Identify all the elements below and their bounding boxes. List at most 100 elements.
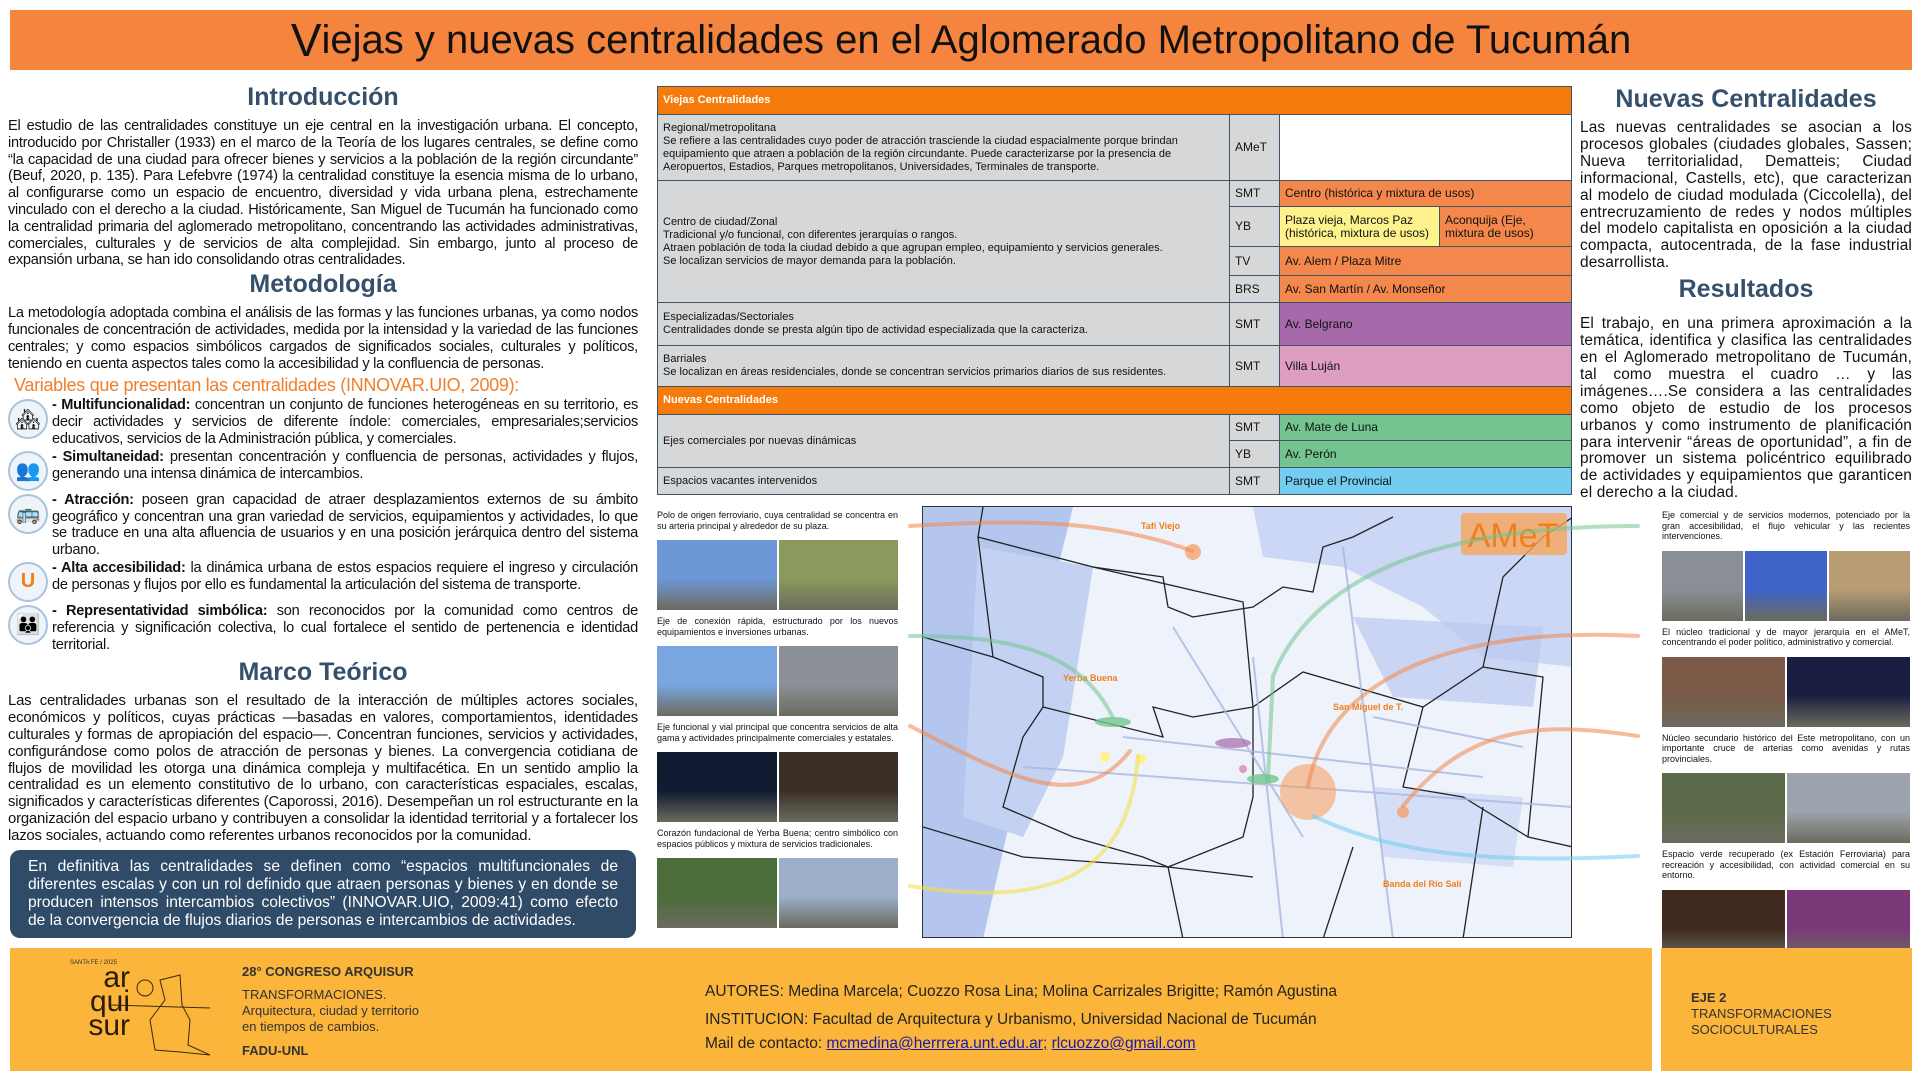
value-cell: Plaza vieja, Marcos Paz (histórica, mixt… bbox=[1279, 206, 1440, 247]
left-photo-column: Polo de origen ferroviario, cuya central… bbox=[657, 510, 898, 928]
right-photo-column: Eje comercial y de servicios modernos, p… bbox=[1662, 510, 1910, 960]
photo bbox=[778, 752, 898, 822]
code-cell: BRS bbox=[1229, 275, 1280, 303]
arrow-yb-eje bbox=[908, 634, 1114, 718]
photo-caption: El núcleo tradicional y de mayor jerarqu… bbox=[1662, 626, 1910, 648]
intro-text: El estudio de las centralidades constitu… bbox=[8, 118, 638, 269]
code-cell: SMT bbox=[1229, 345, 1280, 387]
photo bbox=[1828, 550, 1910, 621]
code-cell: YB bbox=[1229, 206, 1280, 247]
variable-label: - Multifuncionalidad: bbox=[52, 397, 191, 414]
marco-text: Las centralidades urbanas son el resulta… bbox=[8, 693, 638, 844]
value-cell: Av. San Martín / Av. Monseñor bbox=[1279, 275, 1572, 303]
value-cell: Villa Luján bbox=[1279, 345, 1572, 387]
variables-title: Variables que presentan las centralidade… bbox=[14, 375, 519, 396]
metodologia-text: La metodología adoptada combina el análi… bbox=[8, 305, 638, 372]
especializadas-desc: Especializadas/Sectoriales Centralidades … bbox=[657, 302, 1230, 346]
congreso-title: 28° CONGRESO ARQUISUR bbox=[242, 964, 414, 979]
map-canvas: AMeT Tafí Viejo Yerba Buena San Miguel d… bbox=[923, 507, 1571, 937]
photo-strip bbox=[1662, 889, 1910, 960]
org-name: FADU-UNL bbox=[242, 1043, 309, 1058]
variable-text: poseen gran capacidad de atraer desplaza… bbox=[52, 491, 639, 559]
label-yerba-buena: Yerba Buena bbox=[1063, 673, 1119, 683]
left-column: Introducción El estudio de las centralid… bbox=[8, 82, 638, 845]
photo bbox=[1662, 656, 1785, 727]
resultados-text: El trabajo, en una primera aproximación … bbox=[1580, 315, 1912, 502]
arrow-yb-plaza bbox=[908, 754, 1140, 895]
label-banda-rio-sali: Banda del Río Salí bbox=[1383, 879, 1462, 889]
value-cell: Aconquija (Eje, mixtura de usos) bbox=[1439, 206, 1572, 247]
label-san-miguel: San Miguel de T. bbox=[1333, 702, 1403, 712]
value-cell: Av. Belgrano bbox=[1279, 302, 1572, 346]
people-icon: 👥 bbox=[8, 450, 48, 491]
photo-caption: Eje funcional y vial principal que conce… bbox=[657, 722, 898, 743]
centralidad-belgrano bbox=[1215, 738, 1251, 748]
photo-strip bbox=[1662, 550, 1910, 621]
arrow-tafi bbox=[908, 520, 1194, 553]
centralidad-ejes bbox=[1247, 774, 1279, 784]
espacios-desc: Espacios vacantes intervenidos bbox=[657, 467, 1230, 495]
photo-caption: Núcleo secundario histórico del Este met… bbox=[1662, 732, 1910, 764]
photo-caption: Corazón fundacional de Yerba Buena; cent… bbox=[657, 828, 898, 849]
centralidad-ejes bbox=[1095, 717, 1131, 727]
ejes-desc: Ejes comerciales por nuevas dinámicas bbox=[657, 414, 1230, 468]
value-cell: Centro (histórica y mixtura de usos) bbox=[1279, 180, 1572, 207]
barriales-desc: Barriales Se localizan en áreas residenci… bbox=[657, 345, 1230, 387]
photo bbox=[778, 646, 898, 716]
photo bbox=[657, 752, 777, 822]
tema-line: TRANSFORMACIONES. bbox=[242, 987, 387, 1002]
congreso-info: 28° CONGRESO ARQUISUR TRANSFORMACIONES. … bbox=[242, 964, 419, 1058]
code-cell: SMT bbox=[1229, 180, 1280, 207]
variable-text: la dinámica urbana de estos espacios req… bbox=[52, 559, 638, 593]
photo bbox=[657, 858, 777, 928]
photo bbox=[778, 858, 898, 928]
photo-strip bbox=[1662, 656, 1910, 727]
photo bbox=[1662, 889, 1785, 960]
amet-badge: AMeT bbox=[1468, 517, 1559, 555]
connector-arrows bbox=[908, 520, 1640, 895]
photo-strip bbox=[657, 752, 898, 822]
variable-item: 🚌 - Atracción: poseen gran capacidad de a… bbox=[8, 492, 638, 559]
photo bbox=[1745, 550, 1827, 621]
centralidad-villa-lujan bbox=[1239, 765, 1247, 773]
email-link-cuozzo[interactable]: rlcuozzo@gmail.com bbox=[1051, 1035, 1196, 1052]
label-tafi-viejo: Tafí Viejo bbox=[1141, 521, 1181, 531]
definition-box: En definitiva las centralidades se defin… bbox=[10, 850, 636, 938]
arrow-brs bbox=[1401, 727, 1640, 808]
variable-label: - Alta accesibilidad: bbox=[52, 559, 186, 576]
variable-label: - Atracción: bbox=[52, 491, 134, 508]
code-cell: SMT bbox=[1229, 414, 1280, 441]
variable-text: son reconocidos por la comunidad como ce… bbox=[52, 602, 638, 653]
photo bbox=[657, 646, 777, 716]
title-text: iejas y nuevas centralidades en el Aglom… bbox=[321, 17, 1632, 62]
community-icon: 👪 bbox=[8, 604, 48, 645]
photo bbox=[1787, 656, 1910, 727]
map-area bbox=[963, 547, 1093, 837]
centro-desc: Centro de ciudad/Zonal Tradicional y/o fu… bbox=[657, 180, 1230, 303]
arrow-mate-luna bbox=[1266, 524, 1640, 780]
tema-line: Arquitectura, ciudad y territorio bbox=[242, 1003, 420, 1018]
arrow-yb-centro bbox=[908, 724, 1132, 787]
photo-caption: Eje comercial y de servicios modernos, p… bbox=[1662, 510, 1910, 541]
photo-strip bbox=[657, 646, 898, 716]
photo bbox=[1662, 550, 1744, 621]
title-initial: V bbox=[290, 14, 322, 66]
code-cell: SMT bbox=[1229, 302, 1280, 346]
viejas-header: Viejas Centralidades bbox=[657, 86, 1572, 115]
arrow-provincial bbox=[1311, 814, 1640, 861]
value-cell: Av. Perón bbox=[1279, 440, 1572, 468]
regional-value bbox=[1279, 114, 1572, 181]
mail-label: Mail de contacto: bbox=[705, 1035, 827, 1052]
code-cell: YB bbox=[1229, 440, 1280, 468]
centralidad-yb bbox=[1100, 752, 1110, 762]
value-cell: Av. Alem / Plaza Mitre bbox=[1279, 246, 1572, 276]
buildings-icon: 🏘 bbox=[8, 399, 48, 440]
footer: SANTA FE / 2025 ar qui sur 28° CONGRESO AR… bbox=[10, 948, 1652, 1071]
photo-caption: Eje de conexión rápida, estructurado por… bbox=[657, 616, 898, 637]
resultados-heading: Resultados bbox=[1678, 275, 1814, 304]
email-link-medina[interactable]: mcmedina@herrrera.unt.edu.ar; bbox=[826, 1035, 1048, 1052]
eje-title: TRANSFORMACIONES bbox=[1691, 1006, 1832, 1021]
arrow-smt-centro bbox=[1306, 632, 1640, 788]
photo bbox=[1787, 773, 1910, 843]
authors-block: AUTORES: Medina Marcela; Cuozzo Rosa Lin… bbox=[705, 982, 1337, 1054]
